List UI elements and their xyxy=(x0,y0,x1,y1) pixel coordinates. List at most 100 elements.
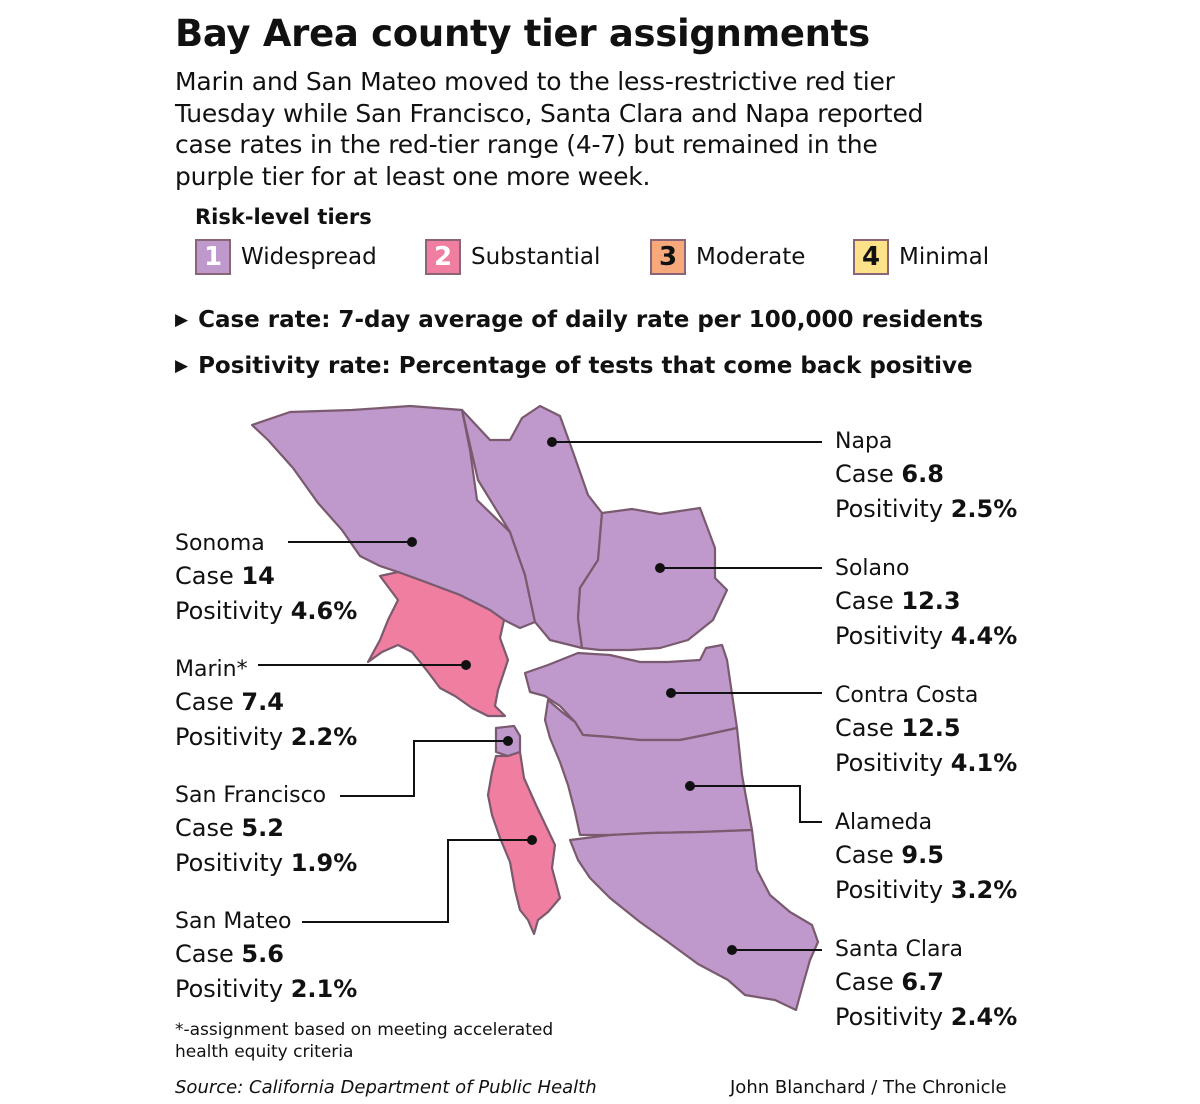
case-label: Case xyxy=(835,587,894,615)
legend-tier-substantial: 2 Substantial xyxy=(425,239,600,275)
footnote: *-assignment based on meeting accelerate… xyxy=(175,1020,554,1062)
case-value: 7.4 xyxy=(241,688,284,716)
county-name: Napa xyxy=(835,429,893,454)
positivity-label: Positivity xyxy=(175,975,284,1003)
case-label: Case xyxy=(175,814,234,842)
napa-marker xyxy=(547,437,557,447)
county-name: Alameda xyxy=(835,810,933,835)
tier-4-swatch: 4 xyxy=(853,239,889,275)
positivity-label: Positivity xyxy=(835,622,944,650)
san-francisco-marker xyxy=(503,736,513,746)
tier-3-swatch: 3 xyxy=(650,239,686,275)
case-label: Case xyxy=(175,562,234,590)
case-value: 12.3 xyxy=(901,587,961,615)
legend-title: Risk-level tiers xyxy=(195,205,372,229)
county-name: Marin* xyxy=(175,657,248,682)
solano-marker xyxy=(655,563,665,573)
positivity-label: Positivity xyxy=(835,1003,944,1031)
case-label: Case xyxy=(835,714,894,742)
case-label: Case xyxy=(835,841,894,869)
alameda-marker xyxy=(685,781,695,791)
county-name: Contra Costa xyxy=(835,683,979,708)
legend-tier-minimal: 4 Minimal xyxy=(853,239,989,275)
case-row: Case 5.6 xyxy=(175,937,357,972)
positivity-row: Positivity 4.1% xyxy=(835,746,1017,781)
case-value: 14 xyxy=(241,562,275,590)
case-row: Case 6.8 xyxy=(835,457,1017,492)
legend-tier-moderate: 3 Moderate xyxy=(650,239,805,275)
positivity-label: Positivity xyxy=(175,849,284,877)
san-francisco-leader-line xyxy=(340,740,508,797)
positivity-rate-text: Positivity rate: Percentage of tests tha… xyxy=(198,353,973,379)
solano-county-shape xyxy=(576,506,729,652)
case-row: Case 7.4 xyxy=(175,685,357,720)
positivity-rate-definition: ▶ Positivity rate: Percentage of tests t… xyxy=(175,353,973,379)
positivity-row: Positivity 2.5% xyxy=(835,492,1017,527)
triangle-right-icon: ▶ xyxy=(175,310,189,330)
positivity-value: 2.2% xyxy=(290,723,358,751)
san-mateo-county-shape xyxy=(486,750,562,936)
positivity-row: Positivity 2.2% xyxy=(175,720,357,755)
positivity-row: Positivity 2.1% xyxy=(175,972,357,1007)
positivity-value: 2.4% xyxy=(950,1003,1018,1031)
san-mateo-leader-line xyxy=(302,839,532,923)
county-name: San Francisco xyxy=(175,783,327,808)
source-credit: Source: California Department of Public … xyxy=(175,1077,597,1098)
county-label-alameda: Alameda Case 9.5 Positivity 3.2% xyxy=(835,808,1017,908)
case-value: 12.5 xyxy=(901,714,961,742)
tier-1-label: Widespread xyxy=(241,244,377,270)
case-value: 5.2 xyxy=(241,814,284,842)
case-label: Case xyxy=(835,968,894,996)
case-label: Case xyxy=(175,940,234,968)
santa-clara-county-shape xyxy=(568,828,820,1012)
intro-text: Marin and San Mateo moved to the less-re… xyxy=(175,67,924,191)
positivity-row: Positivity 2.4% xyxy=(835,1000,1017,1035)
positivity-value: 4.1% xyxy=(950,749,1018,777)
legend-tier-widespread: 1 Widespread xyxy=(195,239,377,275)
positivity-row: Positivity 4.6% xyxy=(175,594,357,629)
positivity-label: Positivity xyxy=(835,749,944,777)
case-rate-text: Case rate: 7-day average of daily rate p… xyxy=(198,307,984,333)
marin-marker xyxy=(461,660,471,670)
positivity-value: 4.6% xyxy=(290,597,358,625)
county-label-marin: Marin* Case 7.4 Positivity 2.2% xyxy=(175,655,357,755)
tier-2-label: Substantial xyxy=(471,244,601,270)
positivity-value: 2.1% xyxy=(290,975,358,1003)
county-name: Santa Clara xyxy=(835,937,963,962)
positivity-label: Positivity xyxy=(835,495,944,523)
case-value: 9.5 xyxy=(901,841,944,869)
county-label-san-mateo: San Mateo Case 5.6 Positivity 2.1% xyxy=(175,907,357,1007)
county-label-sonoma: Sonoma Case 14 Positivity 4.6% xyxy=(175,529,357,629)
county-label-napa: Napa Case 6.8 Positivity 2.5% xyxy=(835,427,1017,527)
positivity-row: Positivity 1.9% xyxy=(175,846,357,881)
case-row: Case 6.7 xyxy=(835,965,1017,1000)
positivity-row: Positivity 3.2% xyxy=(835,873,1017,908)
positivity-value: 2.5% xyxy=(950,495,1018,523)
san-mateo-marker xyxy=(527,835,537,845)
positivity-row: Positivity 4.4% xyxy=(835,619,1017,654)
case-row: Case 14 xyxy=(175,559,357,594)
triangle-right-icon: ▶ xyxy=(175,356,189,376)
positivity-value: 1.9% xyxy=(290,849,358,877)
case-label: Case xyxy=(835,460,894,488)
positivity-label: Positivity xyxy=(835,876,944,904)
case-row: Case 12.3 xyxy=(835,584,1017,619)
county-label-contra-costa: Contra Costa Case 12.5 Positivity 4.1% xyxy=(835,681,1017,781)
county-name: Sonoma xyxy=(175,531,265,556)
marin-county-shape xyxy=(366,570,510,718)
positivity-label: Positivity xyxy=(175,597,284,625)
byline: John Blanchard / The Chronicle xyxy=(730,1077,1007,1098)
county-name: San Mateo xyxy=(175,909,292,934)
case-row: Case 5.2 xyxy=(175,811,357,846)
county-name: Solano xyxy=(835,556,910,581)
positivity-value: 4.4% xyxy=(950,622,1018,650)
case-value: 6.8 xyxy=(901,460,944,488)
case-row: Case 9.5 xyxy=(835,838,1017,873)
alameda-leader-line xyxy=(690,785,822,823)
county-label-solano: Solano Case 12.3 Positivity 4.4% xyxy=(835,554,1017,654)
tier-2-swatch: 2 xyxy=(425,239,461,275)
county-label-santa-clara: Santa Clara Case 6.7 Positivity 2.4% xyxy=(835,935,1017,1035)
santa-clara-marker xyxy=(727,945,737,955)
sonoma-marker xyxy=(407,537,417,547)
